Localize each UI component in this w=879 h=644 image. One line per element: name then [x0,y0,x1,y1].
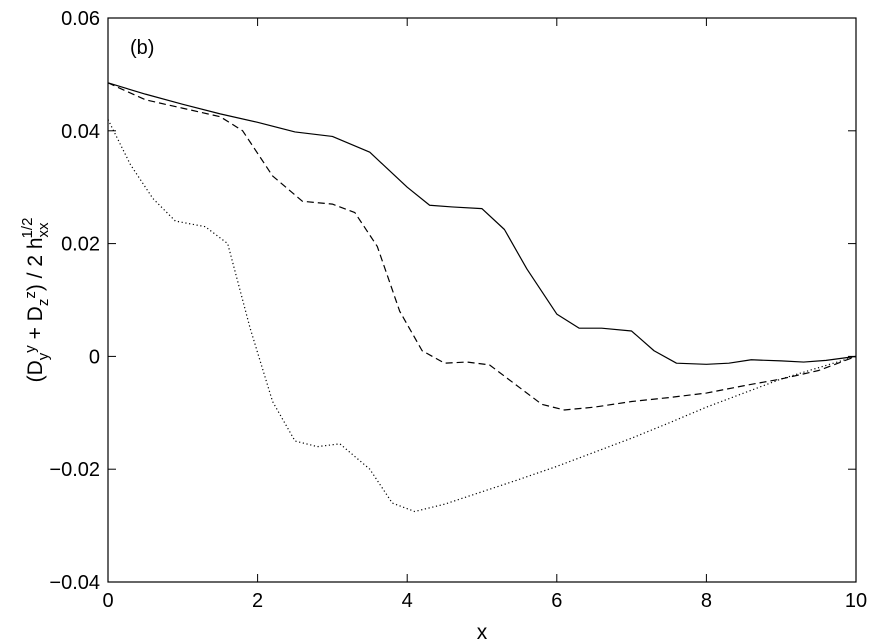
y-label-sup: y [22,345,39,353]
y-tick-label: 0.02 [61,234,100,256]
y-tick-label: −0.02 [49,459,100,481]
series-layer [107,82,857,513]
y-label-part: ) / 2 h [24,237,47,291]
x-tick-label: 8 [701,590,712,612]
y-label-part: (D [24,360,47,382]
x-tick-label: 10 [845,590,867,612]
y-label-sup: z [22,291,39,299]
y-axis-label: (Dyy + Dzz) / 2 hxx1/2 [19,218,52,383]
tick-layer: 0 2 4 6 8 10 −0.04 −0.02 0 0.02 0.04 0.06 [49,8,867,612]
y-label-sub: z [35,299,52,307]
y-label-sup: 1/2 [19,218,36,239]
x-tick-label: 4 [402,590,413,612]
series-line-solid [107,82,857,365]
y-tick-label: 0.06 [61,8,100,30]
x-tick-label: 2 [252,590,263,612]
panel-label: (b) [130,37,154,59]
y-tick-label: −0.04 [49,572,100,594]
y-label-sub: y [35,352,52,360]
series-line-dotted [107,119,857,513]
x-tick-label: 6 [551,590,562,612]
plot-frame [107,17,857,583]
y-label-sub: xx [35,222,52,238]
y-label-part: + D [24,306,47,345]
y-tick-label: 0 [89,346,100,368]
series-line-dashed [107,82,857,411]
x-tick-label: 0 [102,590,113,612]
x-axis-label: x [477,621,488,644]
y-tick-label: 0.04 [61,121,100,143]
plot-background [108,18,856,582]
